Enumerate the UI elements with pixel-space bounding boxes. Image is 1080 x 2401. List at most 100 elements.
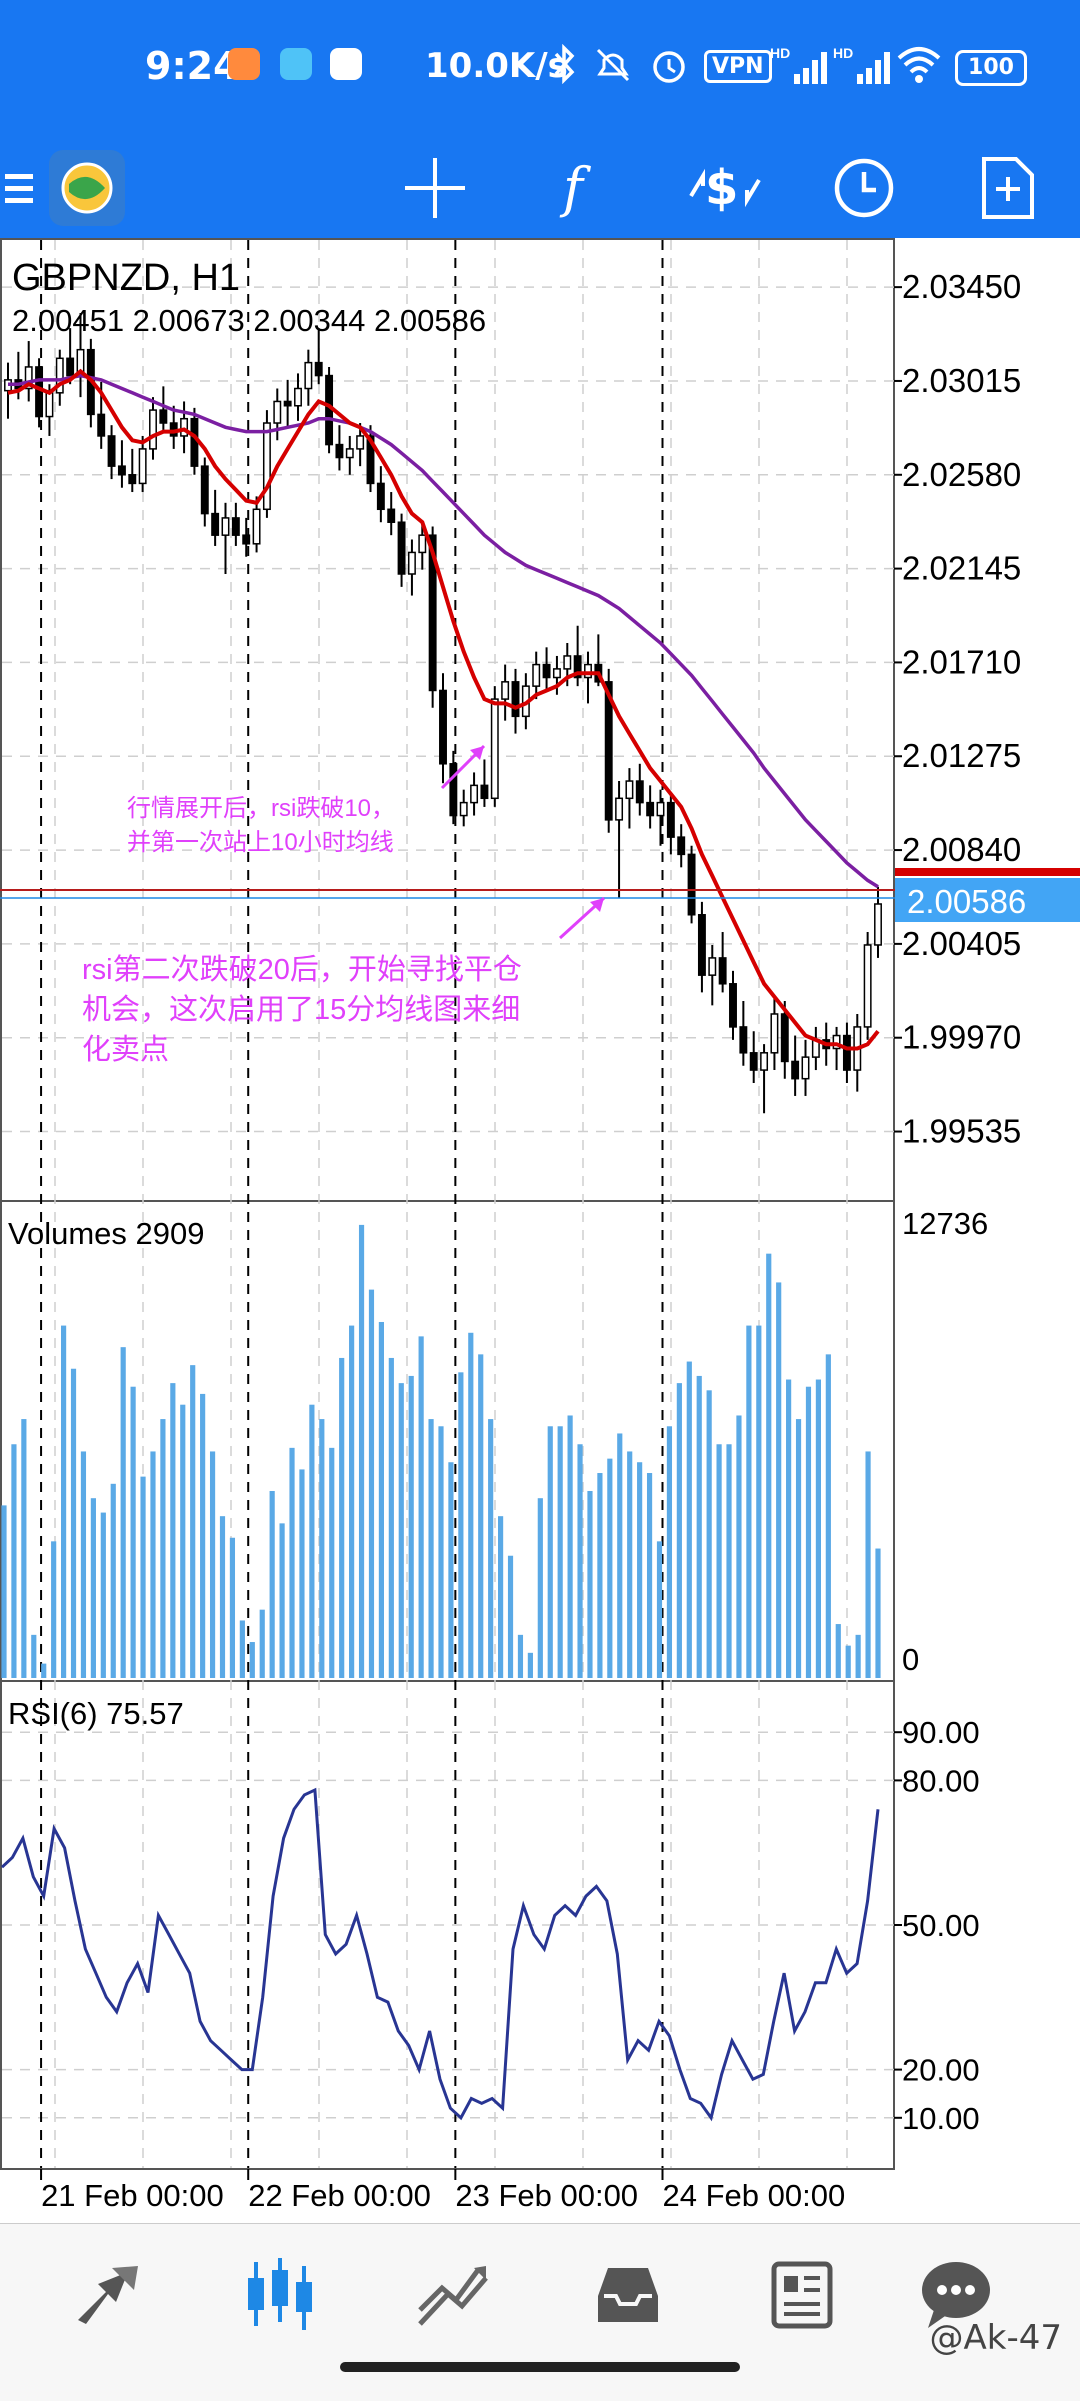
new-document-icon[interactable] bbox=[968, 138, 1048, 238]
volume-bar bbox=[51, 1541, 57, 1678]
candle bbox=[273, 388, 282, 441]
hd-signal-icon: HD bbox=[833, 45, 890, 84]
candle bbox=[729, 970, 737, 1040]
rsi-tick-label: 50.00 bbox=[902, 1908, 980, 1943]
price-tick-label: 2.01710 bbox=[902, 643, 1021, 680]
candle bbox=[128, 448, 137, 493]
crosshair-icon[interactable] bbox=[395, 138, 475, 238]
symbol-title: GBPNZD, H1 bbox=[12, 257, 240, 299]
volume-bar bbox=[448, 1462, 454, 1678]
volume-bar bbox=[31, 1634, 37, 1678]
volume-bar bbox=[438, 1426, 444, 1678]
app-notification-icon bbox=[330, 48, 362, 80]
chart-candles-icon[interactable] bbox=[230, 2254, 330, 2334]
price-tick-label: 2.02580 bbox=[902, 456, 1021, 493]
volume-bar bbox=[239, 1620, 245, 1678]
candle bbox=[470, 772, 479, 816]
volume-bar bbox=[676, 1383, 682, 1678]
volume-tick-label: 0 bbox=[902, 1642, 919, 1677]
rsi-pane[interactable] bbox=[0, 1787, 880, 2122]
candle bbox=[501, 664, 510, 721]
candle bbox=[625, 768, 634, 829]
rsi-tick-label: 90.00 bbox=[902, 1715, 980, 1750]
volume-bar bbox=[637, 1462, 643, 1678]
volume-bar bbox=[279, 1523, 285, 1678]
candle bbox=[532, 651, 541, 700]
volume-bar bbox=[458, 1372, 464, 1678]
candle bbox=[24, 341, 33, 402]
candle bbox=[159, 386, 168, 432]
quotes-arrows-icon[interactable] bbox=[58, 2254, 158, 2334]
volume-bar bbox=[110, 1483, 116, 1678]
vpn-icon: VPN bbox=[704, 50, 772, 83]
volume-bar bbox=[627, 1451, 633, 1678]
candle bbox=[304, 349, 313, 406]
history-inbox-icon[interactable] bbox=[578, 2254, 678, 2334]
rsi-line bbox=[0, 1787, 880, 2122]
messages-icon[interactable] bbox=[906, 2254, 1006, 2334]
chart-area[interactable]: 2.00586 2.03450 2.03015 2.02580 2.02145 2.01… bbox=[0, 238, 1080, 2223]
volume-bar bbox=[70, 1368, 77, 1678]
volume-bar bbox=[716, 1444, 722, 1678]
svg-text:HD: HD bbox=[833, 45, 853, 61]
alert-price-marker bbox=[895, 868, 1080, 876]
price-pane[interactable] bbox=[4, 313, 882, 1114]
volume-bar bbox=[686, 1361, 692, 1678]
app-notification-icon bbox=[280, 48, 312, 80]
volume-bar bbox=[80, 1451, 87, 1678]
app-logo-icon[interactable] bbox=[44, 138, 130, 238]
candle bbox=[760, 1044, 769, 1114]
volume-bar bbox=[577, 1444, 583, 1678]
volume-bar bbox=[696, 1375, 702, 1678]
ma-fast-line bbox=[7, 368, 880, 1051]
home-indicator[interactable] bbox=[340, 2362, 740, 2372]
candle bbox=[635, 763, 644, 816]
volume-bar bbox=[646, 1473, 653, 1678]
volume-bar bbox=[11, 1444, 17, 1678]
volume-bar bbox=[656, 1541, 663, 1678]
volume-bar bbox=[339, 1357, 345, 1678]
menu-icon[interactable] bbox=[0, 138, 40, 238]
volume-axis: 12736 0 bbox=[902, 1206, 988, 1677]
bluetooth-icon bbox=[554, 44, 575, 84]
volume-bar bbox=[388, 1357, 394, 1678]
candle bbox=[697, 901, 706, 993]
watermark: @Ak-47 bbox=[929, 2318, 1062, 2358]
trade-symbol-icon[interactable]: $ bbox=[680, 138, 770, 238]
trade-lines-icon[interactable] bbox=[402, 2254, 502, 2334]
volume-bar bbox=[120, 1347, 126, 1678]
volume-bar bbox=[488, 1419, 494, 1678]
indicator-f-icon[interactable]: f bbox=[540, 138, 620, 238]
price-tick-label: 1.99970 bbox=[902, 1019, 1021, 1056]
volume-bar bbox=[498, 1516, 504, 1678]
volume-bar bbox=[61, 1325, 67, 1678]
candle bbox=[677, 824, 686, 868]
time-tick-label: 23 Feb 00:00 bbox=[455, 2178, 638, 2213]
volume-bar bbox=[666, 1426, 673, 1678]
volume-pane[interactable] bbox=[1, 1224, 881, 1678]
candle bbox=[231, 502, 240, 546]
candle bbox=[780, 1001, 789, 1079]
volume-bar bbox=[597, 1473, 603, 1678]
wifi-icon bbox=[897, 47, 941, 83]
volume-tick-label: 12736 bbox=[902, 1206, 988, 1241]
news-icon[interactable] bbox=[750, 2254, 850, 2334]
volume-bar bbox=[875, 1548, 881, 1678]
volume-bar bbox=[378, 1321, 384, 1678]
candle bbox=[418, 522, 427, 570]
clock-icon[interactable] bbox=[824, 138, 904, 238]
time-axis: 21 Feb 00:00 22 Feb 00:00 23 Feb 00:00 24 F… bbox=[40, 2169, 845, 2213]
ohlc-label: 2.00451 2.00673 2.00344 2.00586 bbox=[12, 303, 486, 338]
volume-bar bbox=[358, 1224, 365, 1678]
volume-bar bbox=[299, 1469, 305, 1678]
candle bbox=[376, 466, 385, 523]
price-tick-label: 1.99535 bbox=[902, 1113, 1021, 1150]
status-bar: 9:24 10.0K/s VPN HD HD 100 bbox=[0, 0, 1080, 138]
candle bbox=[656, 789, 665, 846]
candle bbox=[842, 1022, 851, 1084]
volume-bar bbox=[219, 1516, 226, 1678]
candle bbox=[718, 932, 727, 993]
alarm-icon bbox=[653, 51, 685, 83]
candle bbox=[542, 647, 551, 691]
candle bbox=[791, 1035, 800, 1096]
